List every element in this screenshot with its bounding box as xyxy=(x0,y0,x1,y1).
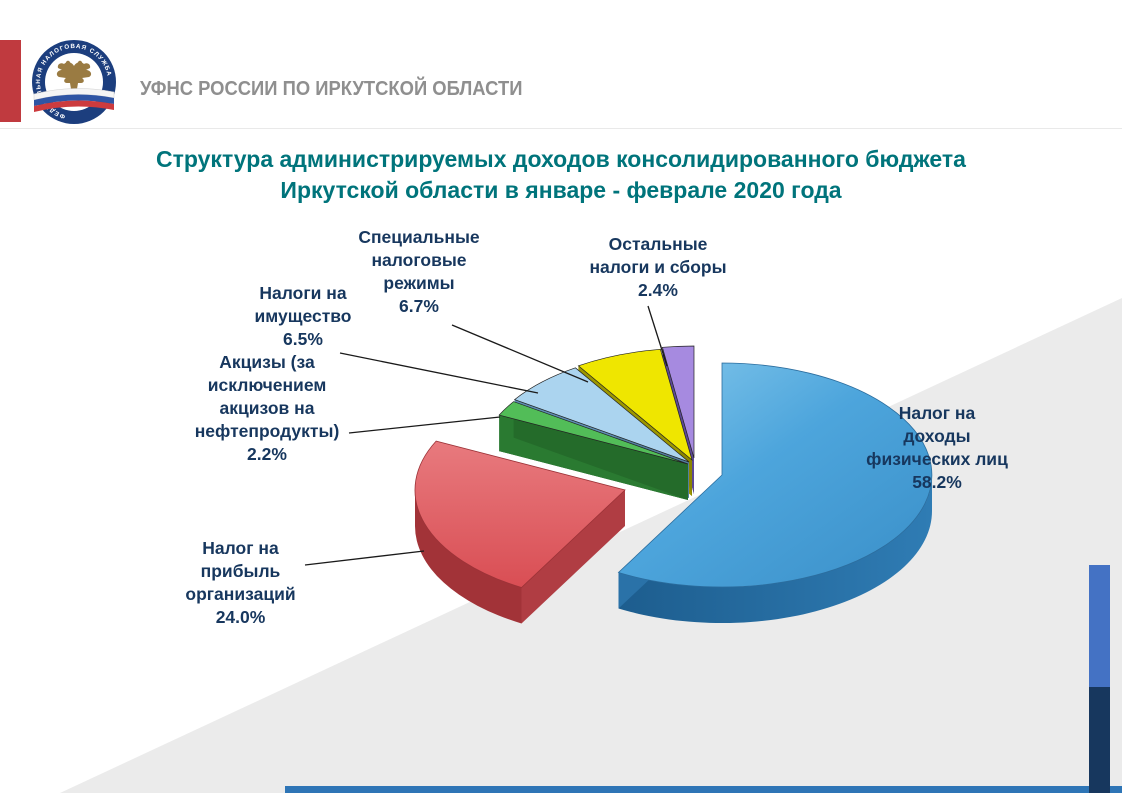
slice-ndfl-rim xyxy=(618,475,932,624)
leader-lines xyxy=(304,305,668,566)
eagle-icon xyxy=(56,60,92,89)
flag-ribbon-icon xyxy=(33,88,115,112)
slice-label-special-regimes: Специальные налоговые режимы 6.7% xyxy=(340,226,498,318)
pie-slice-special-regimes xyxy=(577,348,693,461)
slice-label-other-taxes: Остальные налоги и сборы 2.4% xyxy=(572,233,744,302)
label-line: нефтепродукты) xyxy=(194,421,340,441)
label-line: Налоги на xyxy=(259,283,347,303)
red-accent-bar xyxy=(0,40,21,122)
right-accent-bar-bottom xyxy=(1089,687,1110,793)
slice-profit-cut-face xyxy=(521,490,625,624)
slice-label-personal-income-tax: Налог на доходы физических лиц 58.2% xyxy=(852,402,1022,494)
label-line: Акцизы (за xyxy=(219,352,315,372)
label-line: Налог на xyxy=(898,403,976,423)
slice-label-excise: Акцизы (за исключением акцизов на нефтеп… xyxy=(183,351,351,466)
label-line: исключением xyxy=(207,375,327,395)
slice-label-profit-tax: Налог на прибыль организаций 24.0% xyxy=(163,537,318,629)
label-line: налоговые xyxy=(371,250,467,270)
slice-profit-rim xyxy=(415,490,522,624)
pie-slice-other-taxes xyxy=(661,345,695,459)
leader-line-property xyxy=(339,352,539,394)
pie-slice-profit-tax xyxy=(414,440,626,624)
label-line: Налог на xyxy=(202,538,279,558)
slide-title-line2: Иркутской области в январе - феврале 202… xyxy=(280,177,842,203)
label-line: физических лиц xyxy=(866,449,1008,469)
label-line: режимы xyxy=(383,273,455,293)
pie-slice-excise xyxy=(498,401,689,465)
label-line: доходы xyxy=(903,426,971,446)
slide-title: Структура администрируемых доходов консо… xyxy=(0,144,1122,206)
label-percent: 6.7% xyxy=(399,296,439,316)
right-accent-bar-top xyxy=(1089,565,1110,687)
label-line: организаций xyxy=(185,584,296,604)
leader-line-excise xyxy=(348,416,501,434)
slice-ndfl-top xyxy=(617,362,933,588)
leader-line-profit xyxy=(304,550,425,566)
label-percent: 24.0% xyxy=(215,607,266,627)
label-line: налоги и сборы xyxy=(589,257,727,277)
label-percent: 6.5% xyxy=(283,329,323,349)
pie-slice-personal-income-tax xyxy=(617,362,933,624)
slice-profit-top xyxy=(414,440,626,588)
fns-logo: ФЕДЕРАЛЬНАЯ НАЛОГОВАЯ СЛУЖБА xyxy=(32,40,116,124)
leader-line-other xyxy=(647,305,668,367)
header-divider xyxy=(0,128,1122,129)
pie-cluster-top-faces xyxy=(498,345,695,465)
label-line: Остальные xyxy=(608,234,708,254)
label-line: Специальные xyxy=(358,227,480,247)
leader-line-special xyxy=(451,324,589,383)
label-line: имущество xyxy=(254,306,352,326)
label-percent: 2.2% xyxy=(247,444,287,464)
slide-title-line1: Структура администрируемых доходов консо… xyxy=(156,146,966,172)
label-percent: 2.4% xyxy=(638,280,678,300)
label-line: акцизов на xyxy=(219,398,315,418)
bottom-accent-bar xyxy=(285,786,1122,793)
label-percent: 58.2% xyxy=(912,472,962,492)
slice-label-property-tax: Налоги на имущество 6.5% xyxy=(228,282,378,351)
pie-slice-property-tax xyxy=(513,367,690,463)
label-line: прибыль xyxy=(200,561,281,581)
org-title: УФНС РОССИИ ПО ИРКУТСКОЙ ОБЛАСТИ xyxy=(140,78,523,100)
